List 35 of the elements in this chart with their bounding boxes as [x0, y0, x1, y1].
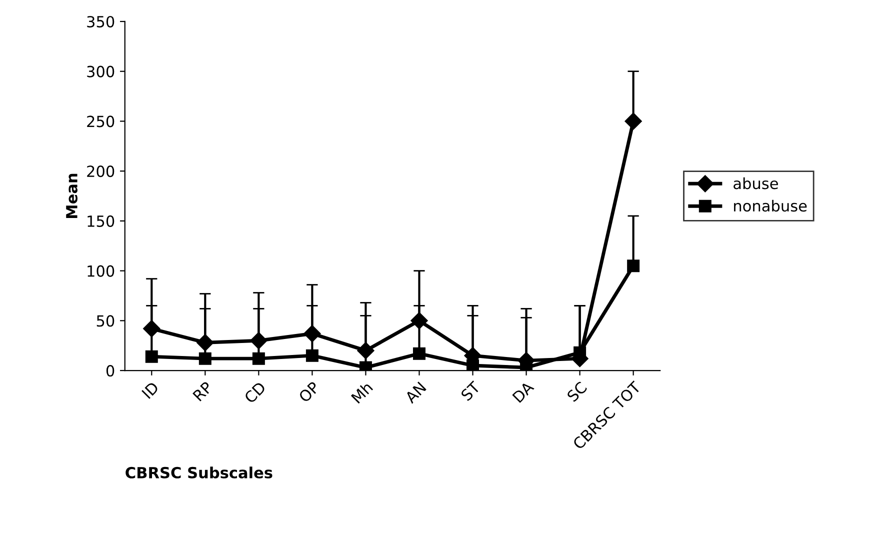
x-tick-label: DA	[512, 380, 534, 403]
point	[198, 352, 212, 365]
x-tick-label: RP	[192, 380, 213, 402]
y-tick-label: 100	[88, 265, 114, 277]
y-tick-label: 250	[87, 116, 114, 128]
point	[412, 347, 426, 360]
point	[627, 260, 640, 272]
point	[196, 334, 214, 352]
x-tick-label: CD	[244, 381, 266, 404]
point	[250, 332, 268, 350]
y-tick-label: 200	[87, 166, 114, 178]
x-tick-label: AN	[404, 382, 426, 404]
x-tick-label: Mh	[350, 381, 374, 404]
y-tick-label: 150	[88, 215, 114, 227]
x-tick-label: ID	[142, 381, 160, 399]
legend-label: abuse	[734, 177, 778, 190]
y-tick-label: 0	[106, 364, 114, 377]
point	[466, 359, 480, 371]
x-tick-label: OP	[298, 380, 320, 404]
x-axis-title: CBRSC Subscales	[126, 466, 272, 478]
point	[304, 325, 321, 342]
x-tick-label: ST	[460, 380, 482, 402]
point	[410, 312, 428, 330]
point	[252, 352, 265, 365]
legend-label: nonabuse	[734, 200, 807, 212]
x-tick-label: SC	[566, 381, 588, 402]
point	[624, 112, 642, 130]
point	[357, 342, 374, 360]
y-tick-label: 300	[87, 66, 114, 78]
y-tick-label: 350	[87, 16, 114, 28]
y-tick-label: 50	[96, 315, 114, 327]
point	[143, 320, 160, 338]
point	[145, 350, 158, 363]
y-axis-title: Mean	[66, 174, 78, 218]
point	[306, 349, 318, 362]
